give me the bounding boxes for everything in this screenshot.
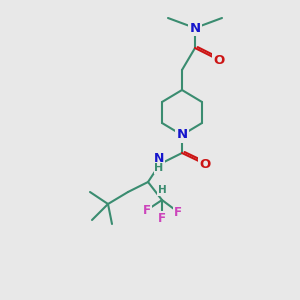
Text: N: N (189, 22, 201, 34)
Text: N: N (154, 152, 164, 166)
Text: H: H (158, 185, 166, 195)
Text: H: H (154, 163, 164, 173)
Text: O: O (213, 53, 225, 67)
Text: N: N (176, 128, 188, 142)
Text: O: O (200, 158, 211, 170)
Text: F: F (143, 203, 151, 217)
Text: F: F (158, 212, 166, 224)
Text: F: F (174, 206, 182, 218)
